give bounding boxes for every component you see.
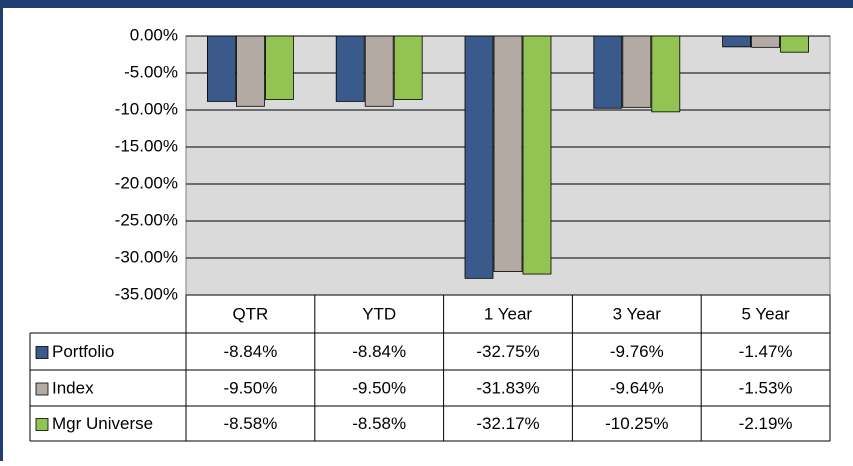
legend-label: Mgr Universe (52, 414, 153, 433)
bar (593, 35, 623, 109)
legend-label: Index (52, 378, 94, 397)
table-cell: -8.58% (352, 414, 406, 433)
table-cell: -31.83% (476, 378, 539, 397)
bar (264, 35, 294, 100)
bar (464, 35, 494, 279)
legend-label: Portfolio (52, 342, 114, 361)
bar (780, 35, 809, 53)
bar (493, 35, 523, 272)
table-cell: -9.76% (610, 342, 664, 361)
bar (364, 35, 394, 107)
y-tick-label: -30.00% (115, 247, 178, 266)
table-cell: -32.17% (476, 414, 539, 433)
bar (722, 35, 751, 48)
header-bar (0, 0, 853, 8)
y-tick-label: 0.00% (130, 25, 178, 44)
bar (622, 35, 652, 108)
legend-swatch (35, 382, 49, 396)
bar (522, 35, 552, 275)
bar (393, 35, 423, 100)
left-border (0, 8, 3, 461)
table-cell: -8.84% (223, 342, 277, 361)
y-tick-label: -35.00% (115, 284, 178, 303)
table-cell: -32.75% (476, 342, 539, 361)
y-tick-label: -25.00% (115, 210, 178, 229)
table-cell: -9.50% (352, 378, 406, 397)
table-cell: -1.53% (739, 378, 793, 397)
y-tick-label: -20.00% (115, 173, 178, 192)
x-tick-label: 3 Year (613, 304, 662, 323)
x-tick-label: 5 Year (741, 304, 790, 323)
bar (206, 35, 236, 102)
x-tick-label: QTR (232, 304, 268, 323)
bar (651, 35, 681, 113)
bar (235, 35, 265, 107)
y-tick-label: -15.00% (115, 136, 178, 155)
y-tick-label: -5.00% (124, 62, 178, 81)
table-cell: -9.64% (610, 378, 664, 397)
table-cell: -9.50% (223, 378, 277, 397)
table-cell: -1.47% (739, 342, 793, 361)
table-cell: -8.58% (223, 414, 277, 433)
bar (335, 35, 365, 102)
table-cell: -8.84% (352, 342, 406, 361)
table-cell: -2.19% (739, 414, 793, 433)
bar (751, 35, 780, 48)
legend-swatch (35, 346, 49, 359)
x-tick-label: 1 Year (484, 304, 533, 323)
table-cell: -10.25% (605, 414, 668, 433)
legend-swatch (35, 418, 49, 431)
y-tick-label: -10.00% (115, 99, 178, 118)
x-tick-label: YTD (362, 304, 396, 323)
